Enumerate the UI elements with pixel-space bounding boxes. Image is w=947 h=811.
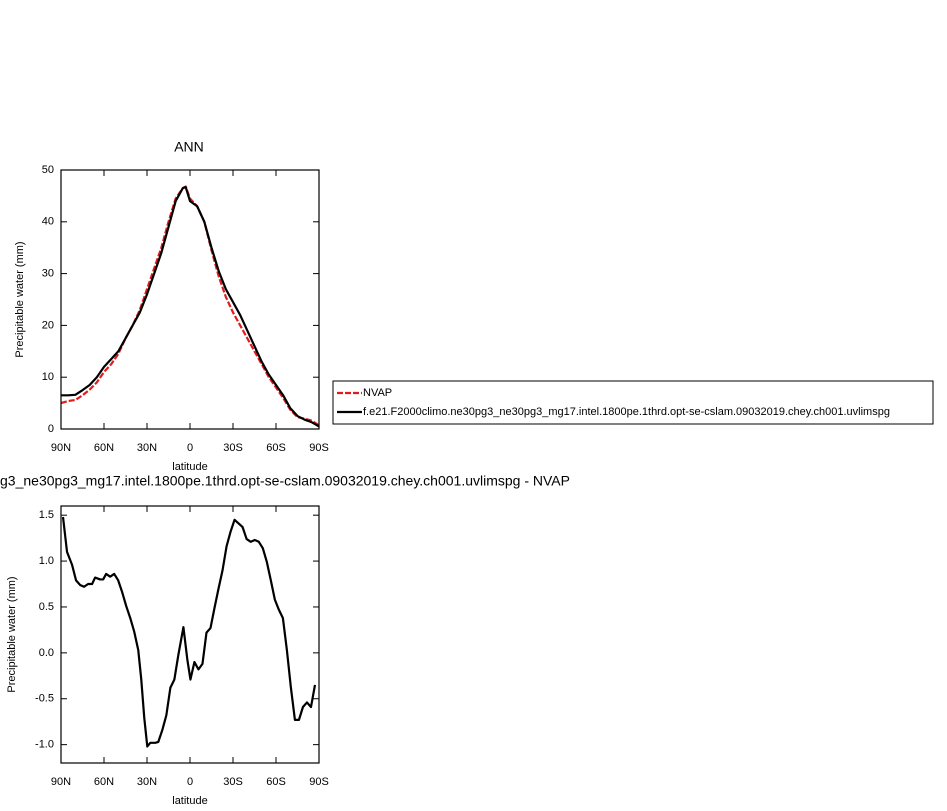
y-tick-label: 50 (42, 164, 54, 176)
y-tick-label: -1.0 (35, 739, 54, 751)
y-tick-label: 0.5 (39, 601, 54, 613)
y-tick-label: -0.5 (35, 693, 54, 705)
x-tick-label: 60N (94, 442, 114, 454)
plot-frame (60, 169, 320, 430)
y-tick-label: 1.5 (39, 509, 54, 521)
y-tick-label: 1.0 (39, 555, 54, 567)
y-tick-label: 10 (42, 371, 54, 383)
legend-box (332, 380, 934, 425)
x-tick-label: 60N (94, 776, 114, 788)
x-tick-label: 90S (309, 442, 329, 454)
x-tick-label: 60S (266, 442, 286, 454)
data-line (61, 185, 320, 428)
x-axis-label: latitude (172, 461, 207, 473)
y-tick-label: 30 (42, 268, 54, 280)
x-tick-label: 30S (223, 442, 243, 454)
x-tick-label: 30N (137, 442, 157, 454)
chart-title: ANN (174, 139, 204, 155)
y-tick-label: 0 (48, 423, 54, 435)
legend-label: f.e21.F2000climo.ne30pg3_ne30pg3_mg17.in… (363, 406, 890, 418)
x-tick-label: 60S (266, 776, 286, 788)
x-tick-label: 90N (51, 442, 71, 454)
y-tick-label: 40 (42, 216, 54, 228)
y-axis-label: Precipitable water (mm) (6, 576, 18, 692)
x-tick-label: 90N (51, 776, 71, 788)
x-tick-label: 30S (223, 776, 243, 788)
y-tick-label: 0.0 (39, 647, 54, 659)
x-tick-label: 0 (187, 442, 193, 454)
x-tick-label: 90S (309, 776, 329, 788)
data-line (61, 516, 317, 748)
x-axis-label: latitude (172, 795, 207, 807)
y-tick-label: 20 (42, 319, 54, 331)
y-axis-label: Precipitable water (mm) (14, 241, 26, 357)
chart-title: f.e21.F2000climo.ne30pg3_ne30pg3_mg17.in… (0, 473, 570, 489)
x-tick-label: 30N (137, 776, 157, 788)
legend-label: NVAP (363, 387, 392, 399)
plot-frame (60, 505, 320, 764)
x-tick-label: 0 (187, 776, 193, 788)
